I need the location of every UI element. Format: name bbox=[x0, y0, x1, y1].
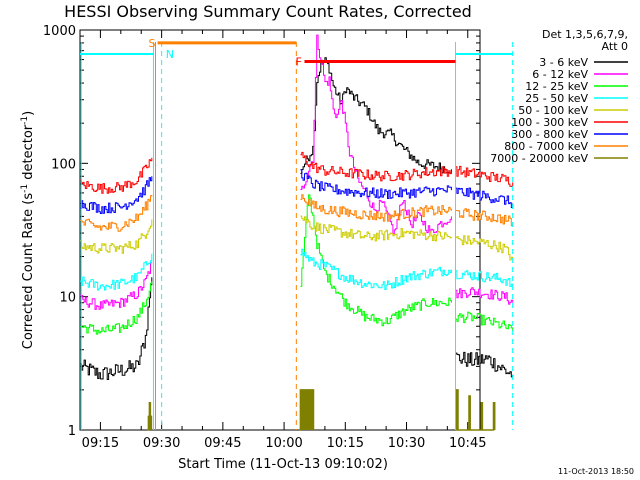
series-line bbox=[455, 165, 514, 187]
series-3-6-kev bbox=[80, 57, 514, 380]
x-tick-label: 10:45 bbox=[449, 436, 486, 451]
series-line bbox=[455, 351, 514, 378]
series-line bbox=[80, 157, 153, 194]
legend-label: 50 - 100 keV bbox=[518, 104, 588, 117]
series-line bbox=[455, 287, 514, 305]
series-line bbox=[80, 176, 153, 214]
series-line bbox=[300, 194, 452, 222]
series-line bbox=[300, 169, 452, 199]
legend-label: 6 - 12 keV bbox=[532, 68, 588, 81]
x-tick-label: 09:30 bbox=[143, 436, 180, 451]
series-line bbox=[80, 253, 153, 291]
series-line bbox=[300, 151, 452, 182]
series-layer bbox=[80, 34, 514, 431]
series-line bbox=[455, 311, 514, 332]
series-line bbox=[300, 248, 452, 290]
series-line bbox=[455, 270, 514, 287]
y-tick-labels: 1 10 100 1000 bbox=[43, 24, 76, 439]
series-100-300-kev bbox=[80, 151, 514, 194]
series-line bbox=[300, 34, 452, 235]
y-axis-label: Corrected Count Rate (s-1 detector-1) bbox=[20, 111, 36, 349]
plot-frame bbox=[79, 29, 481, 431]
chart-title: HESSI Observing Summary Count Rates, Cor… bbox=[64, 2, 472, 21]
y-tick-label: 100 bbox=[51, 157, 76, 172]
flare-label: F bbox=[295, 56, 301, 69]
series-line bbox=[455, 187, 514, 208]
x-tick-label: 09:15 bbox=[82, 436, 119, 451]
series-line bbox=[80, 219, 153, 254]
legend-header-line1: Det 1,3,5,6,7,9, bbox=[542, 28, 628, 41]
series-line bbox=[455, 235, 514, 261]
x-tick-labels: 09:15 09:30 09:45 10:00 10:15 10:30 10:45 bbox=[82, 436, 487, 451]
series-line bbox=[300, 57, 452, 174]
legend-label: 100 - 300 keV bbox=[511, 116, 588, 129]
series-line bbox=[300, 215, 452, 242]
legend-label: 300 - 800 keV bbox=[511, 128, 588, 141]
x-tick-label: 09:45 bbox=[204, 436, 241, 451]
axis-ticks bbox=[79, 30, 480, 431]
x-tick-label: 10:00 bbox=[265, 436, 302, 451]
series-line bbox=[300, 194, 452, 327]
series-line bbox=[147, 402, 153, 431]
series-line bbox=[299, 389, 315, 431]
legend-label: 800 - 7000 keV bbox=[504, 140, 588, 153]
y-tick-label: 10 bbox=[59, 291, 76, 306]
y-tick-label: 1000 bbox=[43, 24, 76, 39]
legend-label: 3 - 6 keV bbox=[539, 56, 588, 69]
footer-timestamp: 11-Oct-2013 18:50 bbox=[558, 467, 634, 476]
series-800-7000-kev bbox=[80, 194, 514, 232]
y-tick-label: 1 bbox=[68, 424, 76, 439]
series-300-800-kev bbox=[80, 169, 514, 214]
series-12-25-kev bbox=[80, 194, 514, 335]
x-tick-label: 10:15 bbox=[327, 436, 364, 451]
series-line bbox=[80, 262, 153, 310]
x-tick-label: 10:30 bbox=[388, 436, 425, 451]
saa-label: S bbox=[149, 37, 156, 50]
series-7000-20000-kev bbox=[147, 389, 496, 431]
night-label: N bbox=[166, 48, 174, 61]
series-line bbox=[455, 208, 514, 227]
legend-label: 7000 - 20000 keV bbox=[490, 152, 588, 165]
x-axis-label: Start Time (11-Oct-13 09:10:02) bbox=[178, 457, 388, 472]
series-line bbox=[80, 281, 153, 335]
annotation-markers: SN F bbox=[80, 37, 514, 430]
legend-label: 12 - 25 keV bbox=[525, 80, 588, 93]
series-50-100-kev bbox=[80, 215, 514, 261]
legend-label: 25 - 50 keV bbox=[525, 92, 588, 105]
legend-header-line2: Att 0 bbox=[602, 40, 628, 53]
series-line bbox=[455, 389, 496, 431]
series-25-50-kev bbox=[80, 248, 514, 291]
series-line bbox=[80, 277, 153, 380]
series-line bbox=[80, 194, 153, 232]
